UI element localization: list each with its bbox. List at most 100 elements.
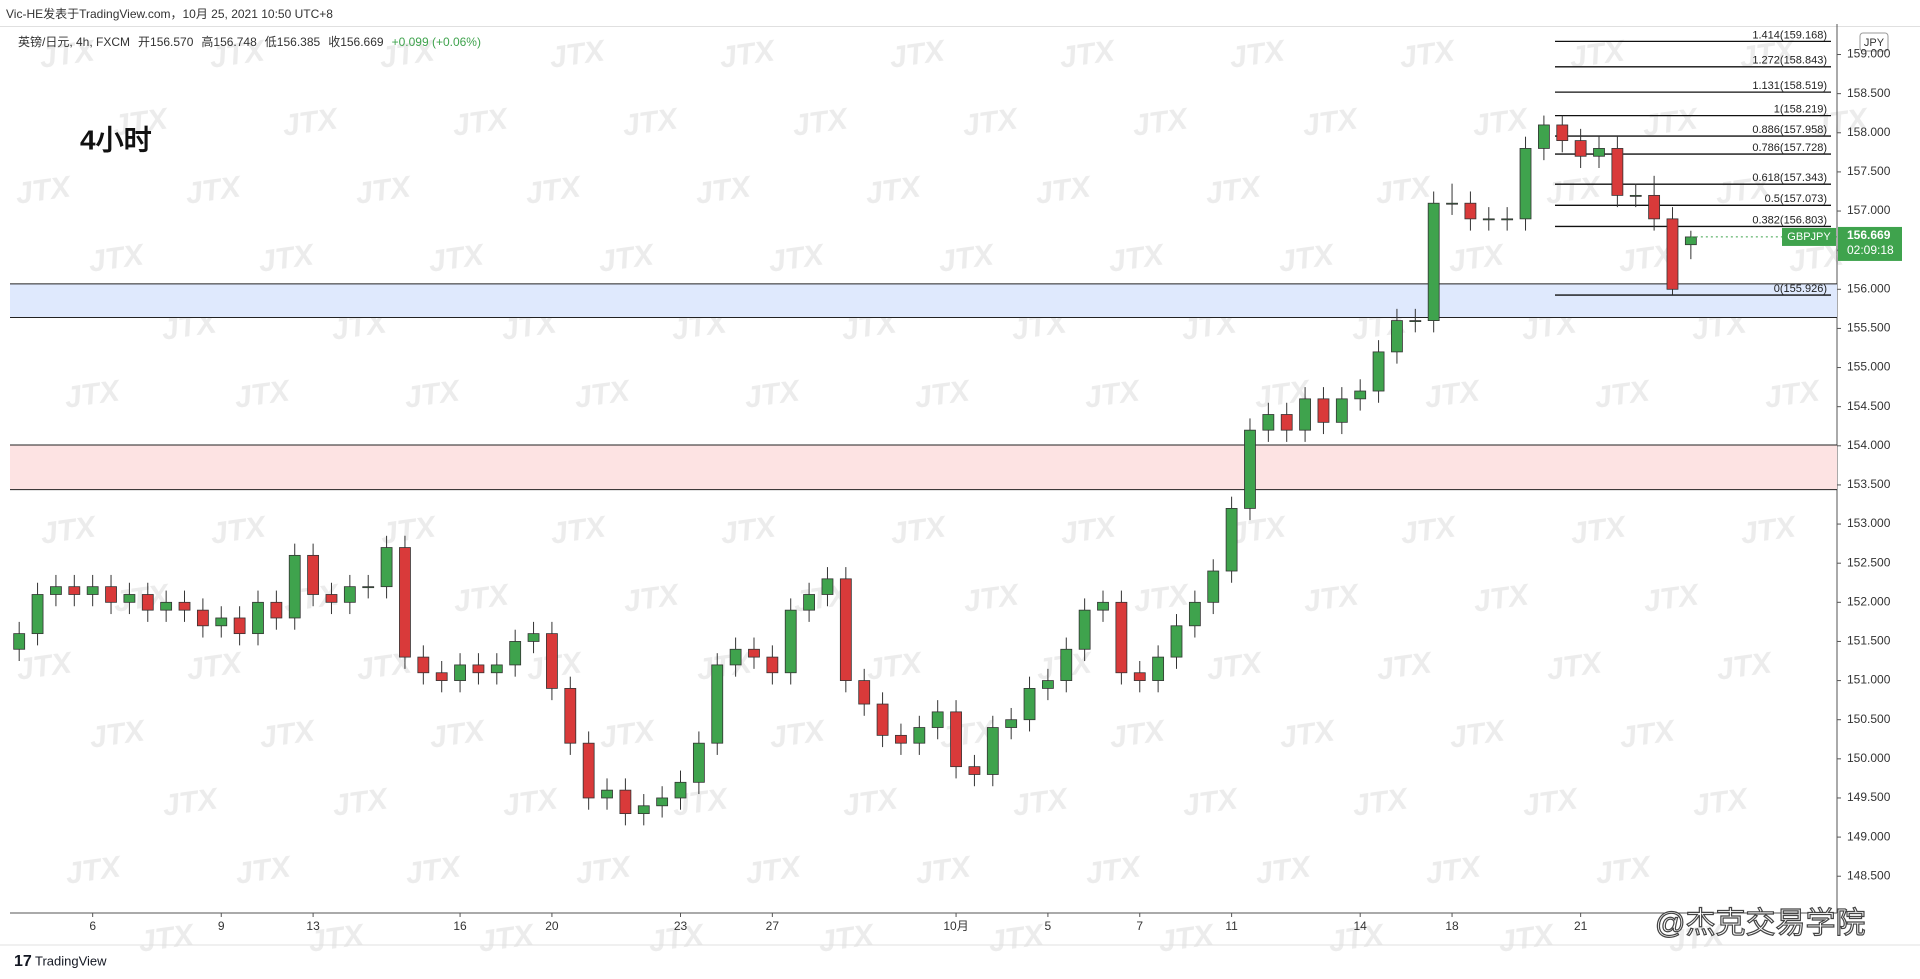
watermark: JTX: [1568, 510, 1629, 551]
candle-body: [1684, 236, 1697, 246]
watermark: JTX: [500, 782, 561, 823]
last-price-label: 156.669: [1847, 228, 1891, 242]
x-tick-label: 10月: [943, 919, 968, 933]
watermark: JTX: [1131, 578, 1192, 619]
y-tick-label: 153.500: [1847, 477, 1891, 491]
candle-body: [1556, 124, 1569, 142]
watermark: JTX: [960, 102, 1021, 143]
fib-label: 0.382(156.803): [1752, 214, 1827, 226]
x-tick-label: 16: [453, 919, 467, 933]
y-tick-label: 149.500: [1847, 790, 1891, 804]
y-tick-label: 152.000: [1847, 594, 1891, 608]
y-tick-label: 157.000: [1847, 203, 1891, 217]
candle-body: [509, 641, 522, 666]
candle-body: [325, 594, 338, 603]
watermark: JTX: [1543, 170, 1604, 211]
watermark: JTX: [402, 374, 463, 415]
candle-body: [1262, 414, 1275, 431]
watermark: JTX: [888, 510, 949, 551]
watermark: JTX: [912, 374, 973, 415]
x-tick-label: 11: [1225, 919, 1238, 933]
watermark: JTX: [377, 34, 438, 75]
candle-body: [1354, 390, 1367, 400]
candle-body: [490, 664, 503, 674]
x-tick-label: 27: [766, 919, 780, 933]
watermark: JTX: [573, 850, 634, 891]
candle-body: [13, 633, 26, 650]
candle-body: [913, 727, 926, 744]
y-tick-label: 149.000: [1847, 829, 1891, 843]
fib-label: 1.414(159.168): [1752, 29, 1827, 41]
candle-body: [399, 547, 411, 658]
watermark: JTX: [1228, 510, 1289, 551]
y-tick-label: 155.500: [1847, 321, 1891, 335]
watermark: JTX: [1593, 850, 1654, 891]
candle-body: [692, 742, 705, 783]
watermark: JTX: [1203, 170, 1264, 211]
logo-mark: 17: [14, 953, 32, 970]
watermark: JTX: [1253, 850, 1314, 891]
watermark: JTX: [863, 170, 924, 211]
x-tick-label: 14: [1354, 919, 1368, 933]
candle-body: [1537, 124, 1550, 149]
watermark: JTX: [63, 850, 124, 891]
watermark: JTX: [767, 714, 828, 755]
watermark: JTX: [1567, 34, 1628, 75]
watermark: JTX: [330, 782, 391, 823]
candle-body: [1207, 570, 1220, 603]
candle-body: [1133, 672, 1146, 681]
watermark: JTX: [1373, 170, 1434, 211]
y-tick-label: 154.000: [1847, 438, 1891, 452]
candle-body: [1023, 688, 1036, 721]
x-tick-label: 9: [218, 919, 225, 933]
candle-body: [86, 586, 99, 595]
candle-body: [307, 554, 320, 595]
candle-body: [674, 781, 687, 799]
candle-body: [252, 601, 264, 635]
candle-body: [1611, 148, 1624, 196]
credit-watermark: @杰克交易学院: [1655, 907, 1865, 940]
watermark: JTX: [1156, 918, 1217, 959]
candle-body: [729, 648, 742, 666]
fib-label: 0.886(157.958): [1752, 124, 1827, 136]
candle-body: [1409, 320, 1422, 322]
candle-body: [1225, 508, 1238, 572]
watermark: JTX: [840, 782, 901, 823]
candle-body: [68, 586, 81, 595]
candle-body: [50, 586, 62, 595]
watermark: JTX: [1010, 782, 1071, 823]
fib-label: 1(158.219): [1774, 104, 1827, 116]
watermark: JTX: [403, 850, 464, 891]
watermark: JTX: [87, 714, 148, 755]
symbol-legend: 英镑/日元, 4h, FXCM: [18, 34, 130, 49]
candle-body: [380, 547, 393, 588]
candle-body: [1042, 680, 1054, 689]
candle-body: [1170, 625, 1183, 658]
watermark: JTX: [1397, 34, 1458, 75]
candle-body: [1372, 351, 1385, 392]
candle-body: [1060, 648, 1073, 681]
candle-body: [1244, 429, 1256, 509]
watermark: JTX: [887, 34, 948, 75]
currency-label: JPY: [1864, 37, 1885, 49]
watermark: JTX: [766, 238, 827, 279]
x-tick-label: 7: [1136, 919, 1143, 933]
watermark: JTX: [233, 850, 294, 891]
candle-body: [1335, 398, 1348, 423]
watermark: JTX: [523, 170, 584, 211]
watermark: JTX: [816, 918, 877, 959]
candle-body: [1519, 148, 1532, 220]
candle-body: [564, 688, 577, 744]
watermark: JTX: [1204, 646, 1265, 687]
candle-body: [1593, 148, 1605, 157]
ohlc-legend-item: 高156.748: [201, 34, 257, 49]
watermark: JTX: [427, 714, 488, 755]
candle-body: [1629, 194, 1642, 197]
watermark: JTX: [1301, 578, 1362, 619]
watermark: JTX: [110, 102, 171, 143]
watermark: JTX: [476, 918, 537, 959]
watermark: JTX: [257, 714, 318, 755]
watermark: JTX: [961, 578, 1022, 619]
y-tick-label: 148.500: [1847, 868, 1891, 882]
candle-body: [1152, 656, 1165, 681]
